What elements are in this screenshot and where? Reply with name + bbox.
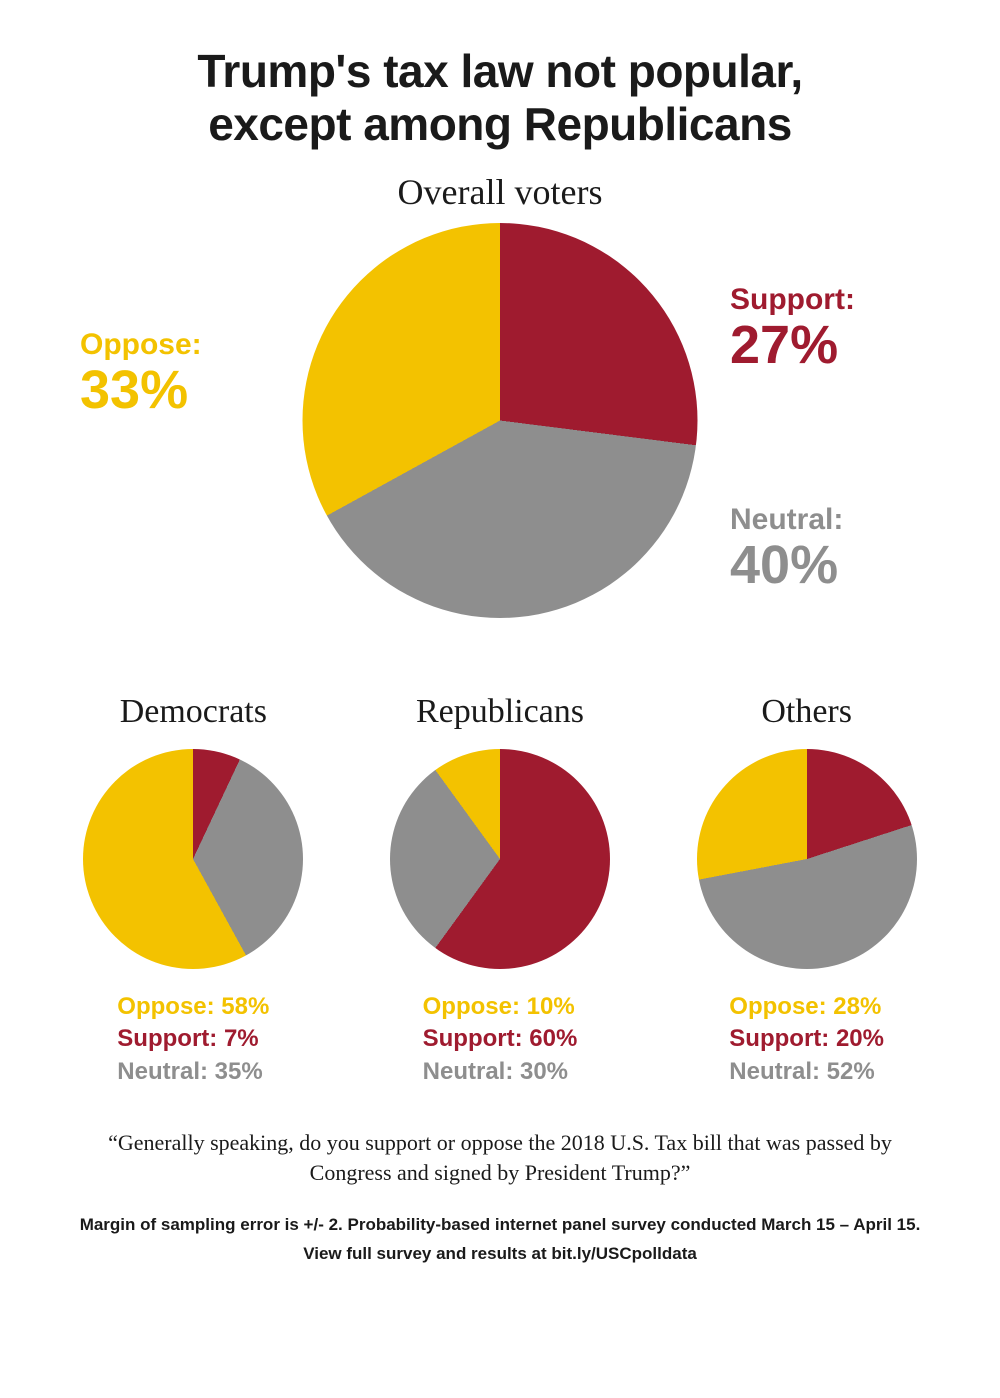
callout-support-pct: 27% [730, 316, 855, 375]
title-line-1: Trump's tax law not popular, [197, 45, 802, 97]
callout-support-label: Support: [730, 283, 855, 316]
sub-chart-democrats: Democrats Oppose: 58%Support: 7%Neutral:… [43, 693, 343, 1088]
footnote: Margin of sampling error is +/- 2. Proba… [0, 1211, 1000, 1269]
sub-pie-democrats [83, 749, 303, 969]
stat-line: Neutral: 30% [423, 1056, 578, 1088]
main-pie [303, 223, 698, 618]
title-line-2: except among Republicans [208, 98, 792, 150]
stat-line: Oppose: 10% [423, 991, 578, 1023]
callout-neutral-label: Neutral: [730, 503, 843, 536]
stat-line: Oppose: 28% [729, 991, 884, 1023]
main-pie-wrap: Support: 27% Neutral: 40% Oppose: 33% [0, 223, 1000, 663]
sub-stats-democrats: Oppose: 58%Support: 7%Neutral: 35% [117, 991, 269, 1088]
main-chart-area: Overall voters Support: 27% Neutral: 40%… [0, 171, 1000, 663]
page-title: Trump's tax law not popular, except amon… [0, 0, 1000, 151]
stat-line: Support: 60% [423, 1023, 578, 1055]
stat-line: Support: 7% [117, 1023, 269, 1055]
sub-stats-republicans: Oppose: 10%Support: 60%Neutral: 30% [423, 991, 578, 1088]
sub-stats-others: Oppose: 28%Support: 20%Neutral: 52% [729, 991, 884, 1088]
footnote-line-1: Margin of sampling error is +/- 2. Proba… [0, 1211, 1000, 1240]
callout-neutral: Neutral: 40% [730, 503, 843, 595]
sub-chart-others: Others Oppose: 28%Support: 20%Neutral: 5… [657, 693, 957, 1088]
stat-line: Neutral: 52% [729, 1056, 884, 1088]
footnote-line-2: View full survey and results at bit.ly/U… [0, 1240, 1000, 1269]
callout-oppose: Oppose: 33% [80, 328, 202, 420]
sub-title-democrats: Democrats [120, 693, 267, 731]
sub-pie-republicans [390, 749, 610, 969]
sub-charts-row: Democrats Oppose: 58%Support: 7%Neutral:… [0, 693, 1000, 1088]
callout-support: Support: 27% [730, 283, 855, 375]
stat-line: Support: 20% [729, 1023, 884, 1055]
sub-title-others: Others [761, 693, 852, 731]
main-chart-title: Overall voters [0, 171, 1000, 213]
callout-oppose-label: Oppose: [80, 328, 202, 361]
sub-pie-others [697, 749, 917, 969]
survey-question: “Generally speaking, do you support or o… [0, 1128, 1000, 1187]
stat-line: Neutral: 35% [117, 1056, 269, 1088]
sub-title-republicans: Republicans [416, 693, 584, 731]
sub-chart-republicans: Republicans Oppose: 10%Support: 60%Neutr… [350, 693, 650, 1088]
stat-line: Oppose: 58% [117, 991, 269, 1023]
callout-oppose-pct: 33% [80, 361, 202, 420]
callout-neutral-pct: 40% [730, 536, 843, 595]
